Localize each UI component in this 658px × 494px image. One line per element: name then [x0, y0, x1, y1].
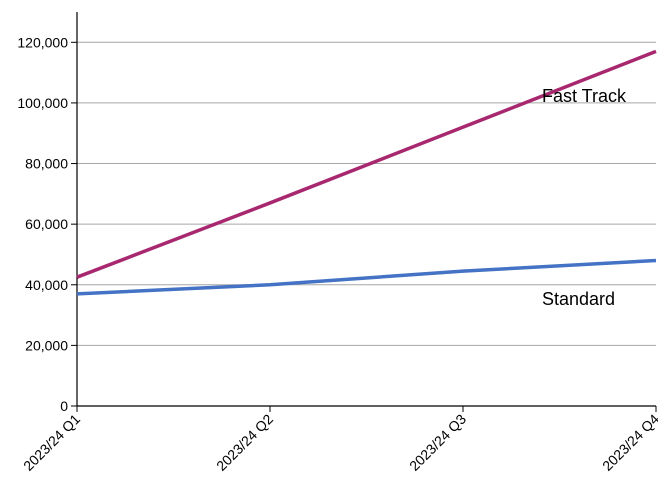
- series-label-fast-track: Fast Track: [542, 86, 627, 106]
- y-tick-label: 0: [60, 398, 68, 414]
- y-tick-label: 100,000: [17, 95, 68, 111]
- y-tick-label: 60,000: [25, 216, 68, 232]
- y-axis-ticks: 0 20,000 40,000 60,000 80,000 100,000 120,000: [17, 34, 77, 414]
- x-tick-label: 2023/24 Q3: [406, 411, 469, 474]
- series-labels: Fast Track Standard: [542, 86, 627, 309]
- gridlines: [77, 41, 656, 346]
- y-tick-label: 80,000: [25, 156, 68, 172]
- x-tick-label: 2023/24 Q1: [20, 411, 83, 474]
- series-line-fast-track: [76, 49, 657, 279]
- y-tick-label: 40,000: [25, 277, 68, 293]
- series-line-standard: [76, 258, 657, 296]
- x-tick-label: 2023/24 Q4: [599, 411, 658, 474]
- y-tick-label: 120,000: [17, 34, 68, 50]
- axes: [76, 12, 656, 407]
- x-tick-label: 2023/24 Q2: [213, 411, 276, 474]
- y-tick-label: 20,000: [25, 337, 68, 353]
- series-label-standard: Standard: [542, 289, 615, 309]
- x-axis-ticks: 2023/24 Q1 2023/24 Q2 2023/24 Q3 2023/24 Q4: [20, 406, 658, 474]
- series-lines: [76, 49, 657, 296]
